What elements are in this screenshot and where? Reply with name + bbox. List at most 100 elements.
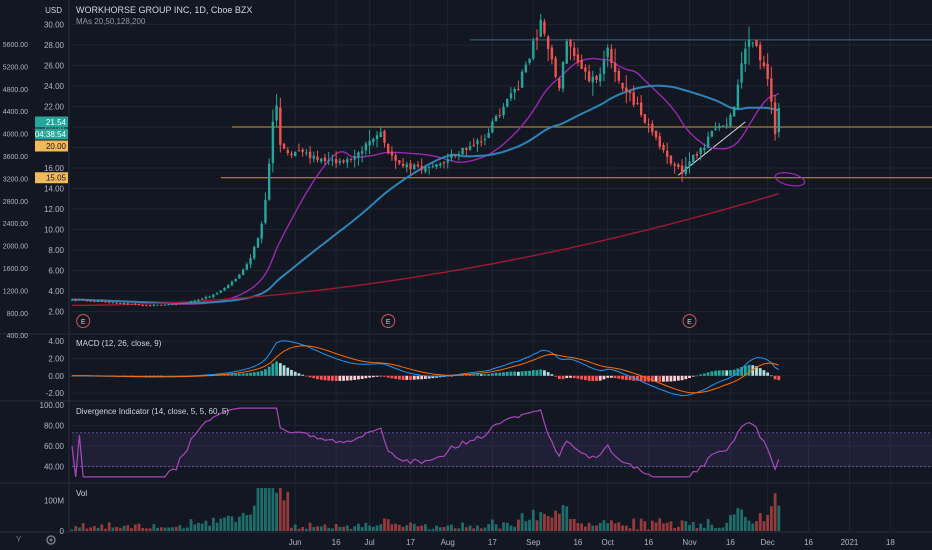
volume-bar [275, 492, 278, 531]
macd-histogram-bar [234, 373, 238, 376]
volume-bar [111, 527, 115, 531]
left-scale-tick: 3600.00 [3, 154, 28, 161]
macd-histogram-bar [755, 366, 758, 376]
volume-bar [290, 527, 293, 531]
macd-histogram-bar [658, 375, 662, 382]
macd-histogram-bar [710, 371, 714, 376]
candle-body [160, 304, 163, 306]
volume-bar [431, 528, 435, 531]
candle-body [253, 246, 256, 259]
volume-bar [487, 524, 491, 531]
macd-histogram-bar [308, 375, 312, 378]
macd-histogram-bar [401, 375, 405, 380]
candle-body [688, 161, 691, 166]
volume-bar [397, 524, 401, 531]
candle-body [100, 301, 103, 303]
price-tick-label: 24.00 [44, 82, 65, 91]
macd-histogram-bar [304, 375, 308, 377]
candle-body [137, 304, 141, 306]
candle-body [383, 130, 386, 143]
price-tag-label: 21.54 [46, 118, 67, 127]
volume-bar [122, 525, 126, 531]
candle-body [353, 156, 356, 160]
volume-bar [368, 525, 371, 531]
candle-body [197, 299, 200, 302]
macd-histogram-bar [576, 375, 580, 379]
volume-bar [468, 525, 472, 531]
volume-bar [740, 509, 743, 531]
macd-histogram-bar [546, 372, 550, 376]
macd-histogram-bar [275, 361, 278, 376]
volume-bar [662, 523, 665, 531]
candle-body [108, 301, 111, 303]
volume-bar [714, 528, 717, 531]
candle-body [122, 303, 126, 305]
candle-body [174, 303, 178, 305]
volume-bar [703, 527, 706, 531]
date-tick-label: Nov [682, 538, 696, 547]
volume-bar [152, 524, 156, 531]
candle-body [401, 163, 405, 166]
candle-body [81, 299, 85, 301]
volume-bar [156, 527, 159, 531]
volume-bar [81, 523, 85, 531]
candle-body [74, 299, 77, 301]
divergence-title: Divergence Indicator (14, close, 5, 5, 6… [76, 407, 229, 416]
candle-body [695, 153, 699, 156]
candle-body [651, 123, 654, 133]
macd-histogram-bar [580, 375, 584, 380]
volume-bar [438, 527, 442, 531]
macd-histogram-bar [159, 375, 163, 377]
macd-histogram-bar [290, 369, 293, 376]
divergence-tick-label: 40.00 [44, 463, 65, 472]
macd-histogram-bar [312, 375, 316, 379]
candle-body [476, 140, 479, 145]
macd-histogram-bar [412, 375, 416, 380]
volume-bar [234, 521, 238, 531]
divergence-line [71, 407, 780, 478]
macd-histogram-bar [371, 375, 375, 378]
macd-histogram-bar [535, 370, 539, 376]
candle-body [472, 145, 475, 147]
candle-body [777, 107, 780, 133]
ma-line-ma20 [71, 57, 780, 305]
volume-bar [483, 527, 487, 531]
corner-y-icon[interactable]: Y [16, 535, 22, 544]
earnings-marker-label: E [386, 319, 391, 326]
volume-bar [606, 523, 610, 531]
candle-body [193, 300, 196, 302]
volume-bar [167, 527, 171, 531]
macd-histogram-bar [416, 375, 420, 380]
candle-body [312, 155, 315, 159]
grid [72, 0, 932, 531]
volume-bar [331, 528, 334, 531]
volume-bar [238, 516, 241, 531]
price-tick-label: 14.00 [44, 185, 65, 194]
volume-bar [174, 526, 178, 531]
candle-body [587, 71, 591, 82]
macd-histogram-bar [252, 372, 256, 376]
macd-histogram-bar [539, 369, 543, 376]
volume-bar [613, 523, 617, 531]
macd-histogram-bar [762, 370, 766, 376]
macd-histogram-bar [226, 374, 230, 376]
volume-bar [211, 517, 215, 531]
macd-histogram-bar [152, 375, 156, 377]
earnings-marker [76, 314, 91, 328]
macd-histogram-bar [706, 372, 710, 376]
candle-body [89, 300, 92, 302]
volume-bar [141, 528, 145, 531]
macd-histogram-bar [349, 375, 353, 381]
candle-body [152, 304, 156, 306]
macd-histogram-bar [714, 370, 717, 376]
macd-histogram-bar [598, 375, 602, 381]
candle-body [684, 166, 687, 174]
gear-icon[interactable] [46, 535, 56, 545]
volume-bar [610, 520, 613, 531]
macd-histogram-bar [364, 375, 368, 379]
volume-bar [517, 519, 520, 531]
volume-bar [301, 526, 305, 531]
volume-bar [769, 506, 773, 531]
volume-bar [297, 528, 301, 531]
